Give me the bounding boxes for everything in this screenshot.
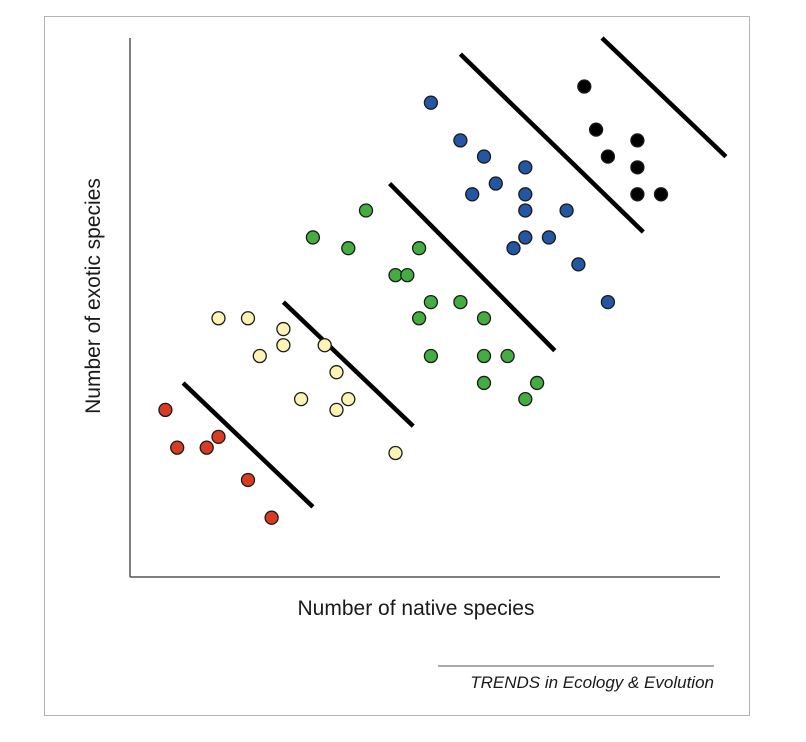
boundary-line-5 xyxy=(600,36,728,159)
series-green xyxy=(305,203,545,407)
series-red xyxy=(158,402,279,525)
point-blue-14 xyxy=(600,294,616,310)
point-blue-8 xyxy=(518,203,533,218)
boundary-line-2 xyxy=(281,300,415,428)
point-green-6 xyxy=(411,241,427,256)
point-green-9 xyxy=(423,348,439,364)
series-blue xyxy=(423,95,616,310)
point-black-2 xyxy=(588,122,604,137)
point-black-7 xyxy=(653,187,669,202)
point-blue-11 xyxy=(541,230,557,245)
point-green-12 xyxy=(476,348,492,364)
point-green-15 xyxy=(518,391,533,407)
point-green-8 xyxy=(423,294,439,310)
point-blue-9 xyxy=(518,187,533,202)
point-red-3 xyxy=(199,440,214,455)
point-green-16 xyxy=(529,375,545,391)
point-red-6 xyxy=(264,510,279,525)
series-black xyxy=(577,79,669,202)
series-cream xyxy=(211,311,403,461)
point-cream-8 xyxy=(329,365,344,380)
credit-text: TRENDS in Ecology & Evolution xyxy=(470,673,714,692)
point-cream-6 xyxy=(293,391,309,407)
point-cream-11 xyxy=(388,445,403,461)
point-green-7 xyxy=(411,311,427,326)
y-axis-label: Number of exotic species xyxy=(82,178,105,414)
point-black-3 xyxy=(600,149,616,164)
boundary-lines xyxy=(181,36,728,509)
point-green-14 xyxy=(500,348,515,364)
point-blue-5 xyxy=(488,176,503,191)
point-cream-2 xyxy=(240,311,256,326)
point-green-3 xyxy=(358,203,374,218)
point-black-6 xyxy=(630,187,645,202)
point-green-2 xyxy=(341,241,356,256)
point-blue-12 xyxy=(559,203,574,218)
point-red-1 xyxy=(158,402,173,418)
data-points xyxy=(158,79,669,525)
axes xyxy=(129,38,720,578)
point-cream-1 xyxy=(211,311,226,326)
point-cream-7 xyxy=(317,338,332,353)
x-axis-label: Number of native species xyxy=(298,597,535,620)
boundary-line-4 xyxy=(458,52,645,234)
point-blue-6 xyxy=(506,241,521,256)
point-blue-13 xyxy=(571,257,586,272)
point-black-1 xyxy=(577,79,592,94)
point-blue-3 xyxy=(465,187,480,202)
point-cream-3 xyxy=(252,348,267,364)
point-green-13 xyxy=(476,375,492,391)
point-cream-5 xyxy=(276,321,291,337)
boundary-line-3 xyxy=(387,181,557,353)
point-blue-10 xyxy=(518,160,533,175)
point-green-5 xyxy=(400,268,415,283)
point-black-4 xyxy=(630,133,645,148)
boundary-line-1 xyxy=(181,381,315,509)
point-blue-7 xyxy=(518,230,533,245)
point-green-1 xyxy=(305,230,321,245)
figure-frame xyxy=(44,16,750,716)
point-cream-4 xyxy=(276,338,291,353)
point-red-2 xyxy=(170,440,185,455)
point-green-10 xyxy=(453,294,468,310)
point-green-11 xyxy=(476,311,492,326)
point-blue-2 xyxy=(453,133,468,148)
point-cream-9 xyxy=(329,402,344,418)
point-red-5 xyxy=(240,472,256,488)
point-red-4 xyxy=(211,429,226,445)
point-blue-1 xyxy=(423,95,439,110)
point-black-5 xyxy=(630,160,645,175)
point-green-4 xyxy=(388,268,403,283)
point-blue-4 xyxy=(476,149,492,164)
point-cream-10 xyxy=(341,391,356,407)
